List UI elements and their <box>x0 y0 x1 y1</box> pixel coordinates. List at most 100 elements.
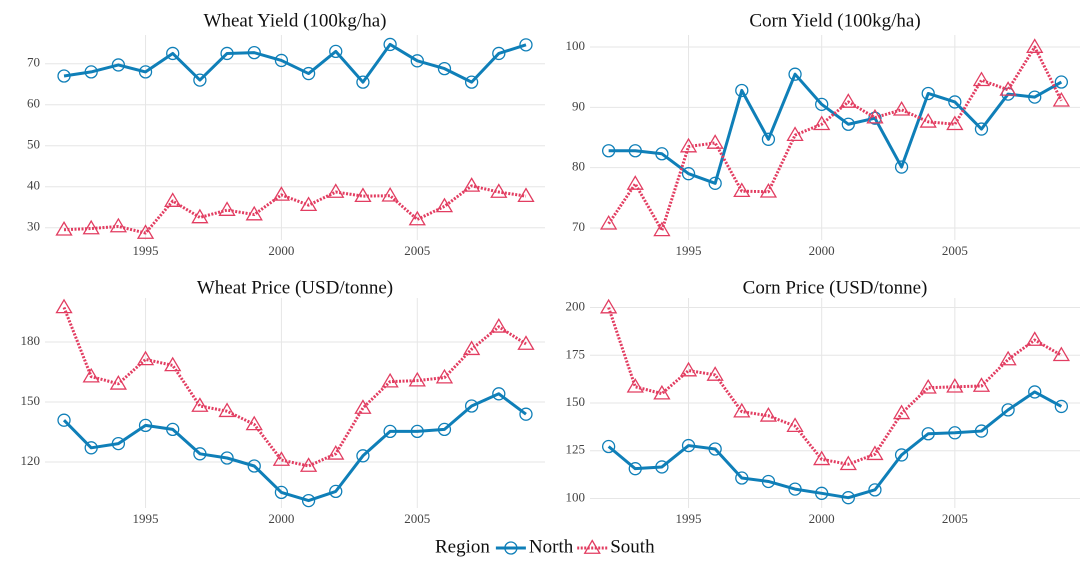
x-tick-label: 1995 <box>676 511 702 526</box>
marker <box>356 75 370 89</box>
marker <box>220 46 234 61</box>
marker <box>653 221 671 237</box>
marker <box>786 126 804 141</box>
marker <box>868 483 882 497</box>
marker <box>492 387 506 401</box>
marker <box>517 335 535 350</box>
marker <box>274 485 289 500</box>
marker <box>164 192 182 207</box>
marker <box>164 356 182 372</box>
marker <box>1028 385 1042 399</box>
marker <box>815 486 829 500</box>
marker <box>813 115 831 131</box>
series-line <box>62 392 527 503</box>
marker <box>1054 75 1069 89</box>
marker <box>866 445 884 461</box>
marker <box>109 217 128 233</box>
marker <box>681 167 696 181</box>
series-line <box>608 72 1063 185</box>
y-tick-label: 50 <box>27 137 40 152</box>
x-tick-label: 1995 <box>133 511 159 526</box>
marker <box>626 175 644 190</box>
marker <box>57 69 71 83</box>
marker <box>894 448 909 462</box>
marker <box>628 144 642 158</box>
marker <box>354 187 372 203</box>
marker <box>681 438 696 453</box>
marker <box>381 186 399 202</box>
marker <box>759 182 778 198</box>
legend-title: Region <box>435 536 490 557</box>
marker <box>245 205 263 221</box>
y-tick-label: 125 <box>566 442 586 457</box>
marker <box>948 426 962 440</box>
marker <box>220 451 234 465</box>
marker <box>82 219 100 235</box>
series-line <box>607 45 1063 232</box>
marker <box>1028 90 1042 104</box>
marker <box>706 134 724 149</box>
marker <box>111 58 126 72</box>
marker <box>735 471 749 485</box>
y-tick-label: 70 <box>27 55 40 70</box>
marker <box>490 318 508 333</box>
marker <box>138 418 153 433</box>
marker <box>408 371 426 387</box>
marker <box>408 210 426 226</box>
x-tick-label: 2005 <box>404 511 430 526</box>
marker <box>191 397 209 412</box>
marker <box>919 113 937 128</box>
marker <box>761 474 776 489</box>
marker <box>138 65 153 79</box>
marker <box>490 183 508 198</box>
series-line <box>607 390 1063 500</box>
series-line <box>62 306 527 468</box>
y-tick-label: 70 <box>572 219 585 234</box>
marker <box>946 115 964 131</box>
series-line <box>607 307 1063 466</box>
series-line <box>63 42 527 84</box>
marker <box>274 53 289 68</box>
y-tick-label: 150 <box>566 394 586 409</box>
marker <box>761 132 776 146</box>
marker <box>218 201 236 216</box>
marker <box>1001 403 1015 417</box>
marker <box>193 73 207 87</box>
marker <box>383 37 397 52</box>
marker <box>109 375 128 390</box>
marker <box>948 95 962 109</box>
marker <box>813 450 831 466</box>
marker <box>839 455 857 471</box>
marker <box>1054 399 1069 414</box>
marker <box>301 66 316 81</box>
marker <box>437 422 452 437</box>
marker <box>600 298 618 314</box>
x-tick-label: 2005 <box>404 243 430 258</box>
marker <box>272 451 291 466</box>
chart-title: Corn Yield (100kg/ha) <box>749 10 920 31</box>
chart-title: Corn Price (USD/tonne) <box>743 277 928 298</box>
x-tick-label: 2005 <box>942 243 968 258</box>
marker <box>626 377 644 393</box>
x-tick-label: 2000 <box>268 511 294 526</box>
marker <box>329 484 343 499</box>
marker <box>735 83 749 98</box>
marker <box>655 147 669 161</box>
marker <box>759 407 778 422</box>
marker <box>601 439 616 454</box>
marker <box>653 384 671 400</box>
marker <box>1026 38 1044 53</box>
marker <box>679 137 698 153</box>
marker <box>356 449 370 463</box>
marker <box>841 491 855 505</box>
marker <box>839 93 857 108</box>
legend-label: South <box>610 536 655 557</box>
y-tick-label: 100 <box>566 38 586 53</box>
marker <box>464 75 479 89</box>
y-tick-label: 200 <box>566 299 586 314</box>
chart-title: Wheat Yield (100kg/ha) <box>204 10 387 31</box>
y-tick-label: 100 <box>566 489 586 504</box>
marker <box>299 457 318 472</box>
marker <box>974 122 989 136</box>
marker <box>84 65 98 79</box>
